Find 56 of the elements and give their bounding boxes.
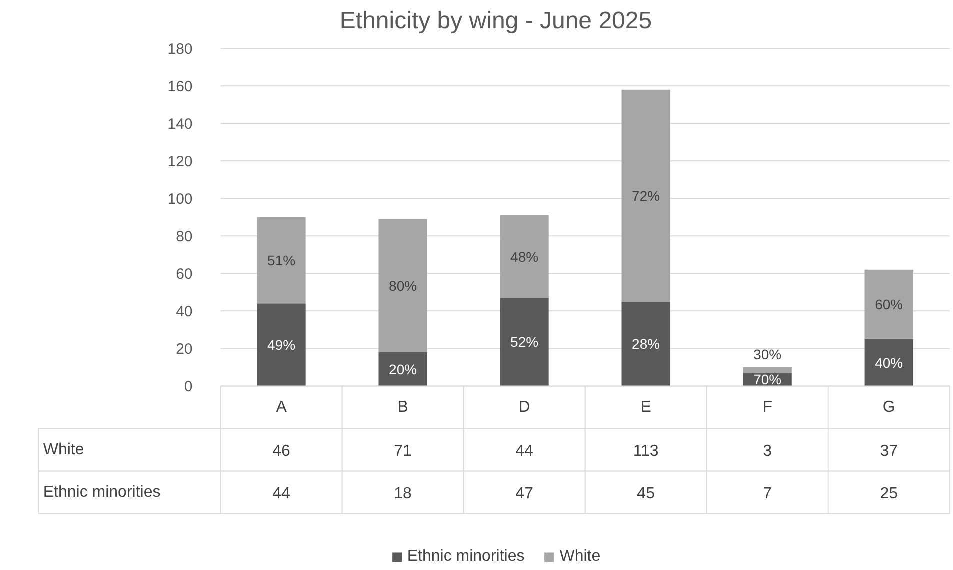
- annotation: 30%: [754, 346, 782, 362]
- annotation: 20%: [389, 361, 418, 378]
- annotation: 40%: [875, 354, 904, 371]
- annotation: 51%: [268, 252, 296, 269]
- y-tick-label: 40: [176, 304, 193, 321]
- y-tick-label: 100: [168, 191, 193, 208]
- x-tick-label: A: [276, 398, 288, 416]
- chart-title: Ethnicity by wing - June 2025: [340, 8, 652, 34]
- bar: [500, 216, 549, 298]
- data-label: 3: [763, 443, 772, 460]
- text: Ethnic minorities: [43, 484, 161, 502]
- data-label: 44: [516, 443, 534, 460]
- annotation: 60%: [875, 296, 904, 313]
- annotation: 52%: [510, 334, 539, 350]
- x-tick-label: D: [518, 398, 530, 416]
- y-tick-label: 0: [184, 378, 193, 396]
- x-tick-label: G: [882, 398, 896, 416]
- y-tick-label: 160: [168, 78, 193, 96]
- bar: [864, 339, 914, 386]
- data-label: 46: [272, 443, 291, 460]
- data-label: 7: [763, 486, 772, 503]
- data-label: 45: [637, 486, 656, 503]
- annotation: 72%: [632, 188, 660, 204]
- y-tick-label: 60: [176, 266, 193, 284]
- data-label: 44: [272, 486, 291, 503]
- data-label: 113: [633, 443, 659, 460]
- text: White: [43, 442, 84, 459]
- y-tick-label: 140: [168, 116, 193, 134]
- data-label: 71: [394, 443, 412, 460]
- legend-label: White: [560, 548, 601, 566]
- bar: [257, 217, 306, 304]
- data-label: 25: [880, 486, 898, 503]
- bar: [500, 298, 549, 386]
- data-label: 47: [516, 486, 534, 503]
- annotation: 80%: [389, 278, 418, 294]
- annotation: 28%: [632, 336, 660, 352]
- data-label: 18: [394, 486, 412, 503]
- bar: [743, 367, 792, 374]
- bar: [864, 270, 914, 340]
- legend-label: Ethnic minorities: [407, 548, 525, 566]
- data-label: 37: [880, 443, 898, 460]
- bar: [257, 304, 306, 386]
- annotation: 49%: [268, 336, 296, 353]
- annotation: 48%: [510, 248, 539, 265]
- x-tick-label: E: [640, 398, 652, 416]
- bar: [378, 219, 428, 352]
- y-tick-label: 80: [176, 228, 193, 246]
- y-tick-label: 20: [176, 341, 193, 358]
- bar: [622, 90, 670, 302]
- y-tick-label: 120: [168, 154, 193, 171]
- x-tick-label: F: [762, 398, 773, 416]
- bar: [622, 302, 670, 386]
- x-tick-label: B: [398, 398, 408, 416]
- bar: [378, 352, 428, 386]
- annotation: 70%: [754, 372, 782, 388]
- y-tick-label: 180: [168, 41, 193, 58]
